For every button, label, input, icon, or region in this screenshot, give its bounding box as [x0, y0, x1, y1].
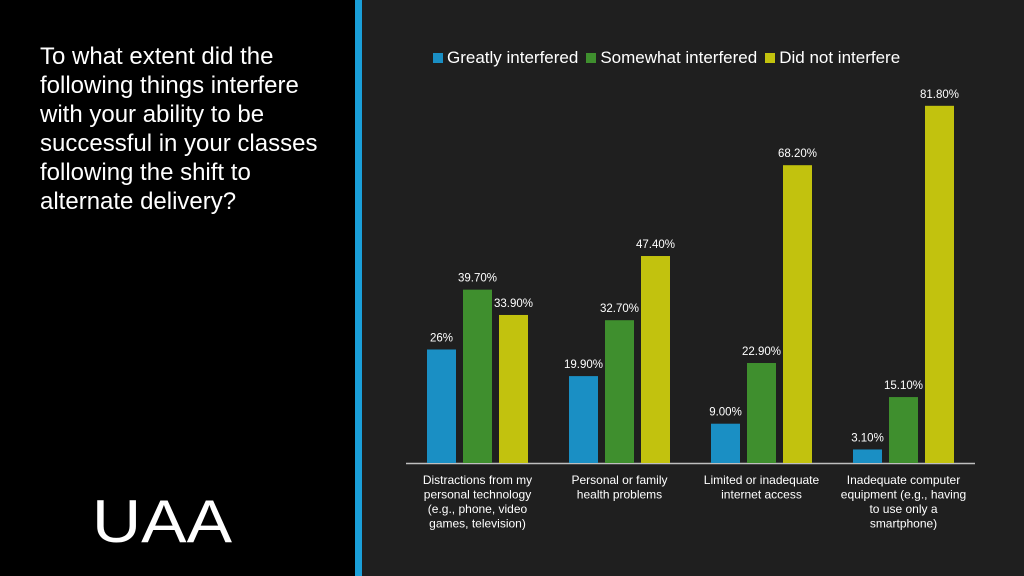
legend-item-0: Greatly interfered	[433, 48, 578, 68]
data-label-0-2: 33.90%	[494, 298, 533, 310]
category-label-1: Personal or family health problems	[571, 473, 667, 502]
bar-1-2	[641, 256, 670, 463]
data-label-0-0: 26%	[430, 332, 453, 344]
legend-swatch	[765, 53, 776, 63]
data-label-1-1: 32.70%	[600, 303, 639, 315]
left-panel: To what extent did the following things …	[0, 0, 355, 576]
category-label-3: Inadequate computer equipment (e.g., havi…	[841, 473, 966, 531]
bar-1-1	[605, 320, 634, 463]
legend-item-2: Did not interfere	[765, 48, 900, 68]
bar-3-0	[853, 449, 882, 463]
uaa-logo: UAA	[92, 490, 232, 548]
question-title: To what extent did the following things …	[40, 43, 318, 215]
legend-swatch	[586, 53, 597, 63]
legend-item-1: Somewhat interfered	[586, 48, 757, 68]
data-label-3-0: 3.10%	[851, 432, 884, 444]
chart-panel	[362, 0, 1024, 576]
bar-0-2	[499, 314, 528, 463]
data-label-3-1: 15.10%	[884, 380, 923, 392]
data-label-1-2: 47.40%	[636, 239, 675, 251]
bar-3-2	[925, 105, 954, 463]
bar-1-0	[569, 376, 598, 463]
bar-3-1	[889, 397, 918, 463]
data-label-2-1: 22.90%	[742, 346, 781, 358]
legend-swatch	[433, 53, 443, 63]
logo-text: UAA	[92, 490, 232, 548]
chart-legend: Greatly interfered Somewhat interfered Did…	[433, 48, 908, 68]
legend-label: Somewhat interfered	[600, 48, 758, 67]
data-label-1-0: 19.90%	[564, 359, 603, 371]
legend-label: Greatly interfered	[447, 48, 579, 67]
accent-divider	[355, 0, 362, 576]
bar-0-0	[427, 349, 456, 463]
bar-2-2	[783, 165, 812, 463]
data-label-2-0: 9.00%	[709, 407, 742, 419]
data-label-2-2: 68.20%	[778, 148, 817, 160]
legend-label: Did not interfere	[779, 48, 901, 67]
category-label-0: Distractions from my personal technology(…	[423, 473, 532, 531]
data-label-3-2: 81.80%	[920, 89, 959, 101]
data-label-0-1: 39.70%	[458, 273, 497, 285]
bar-0-1	[463, 289, 492, 463]
category-label-2: Limited or inadequate internet access	[704, 473, 820, 502]
bar-2-1	[747, 363, 776, 463]
bar-2-0	[711, 423, 740, 463]
